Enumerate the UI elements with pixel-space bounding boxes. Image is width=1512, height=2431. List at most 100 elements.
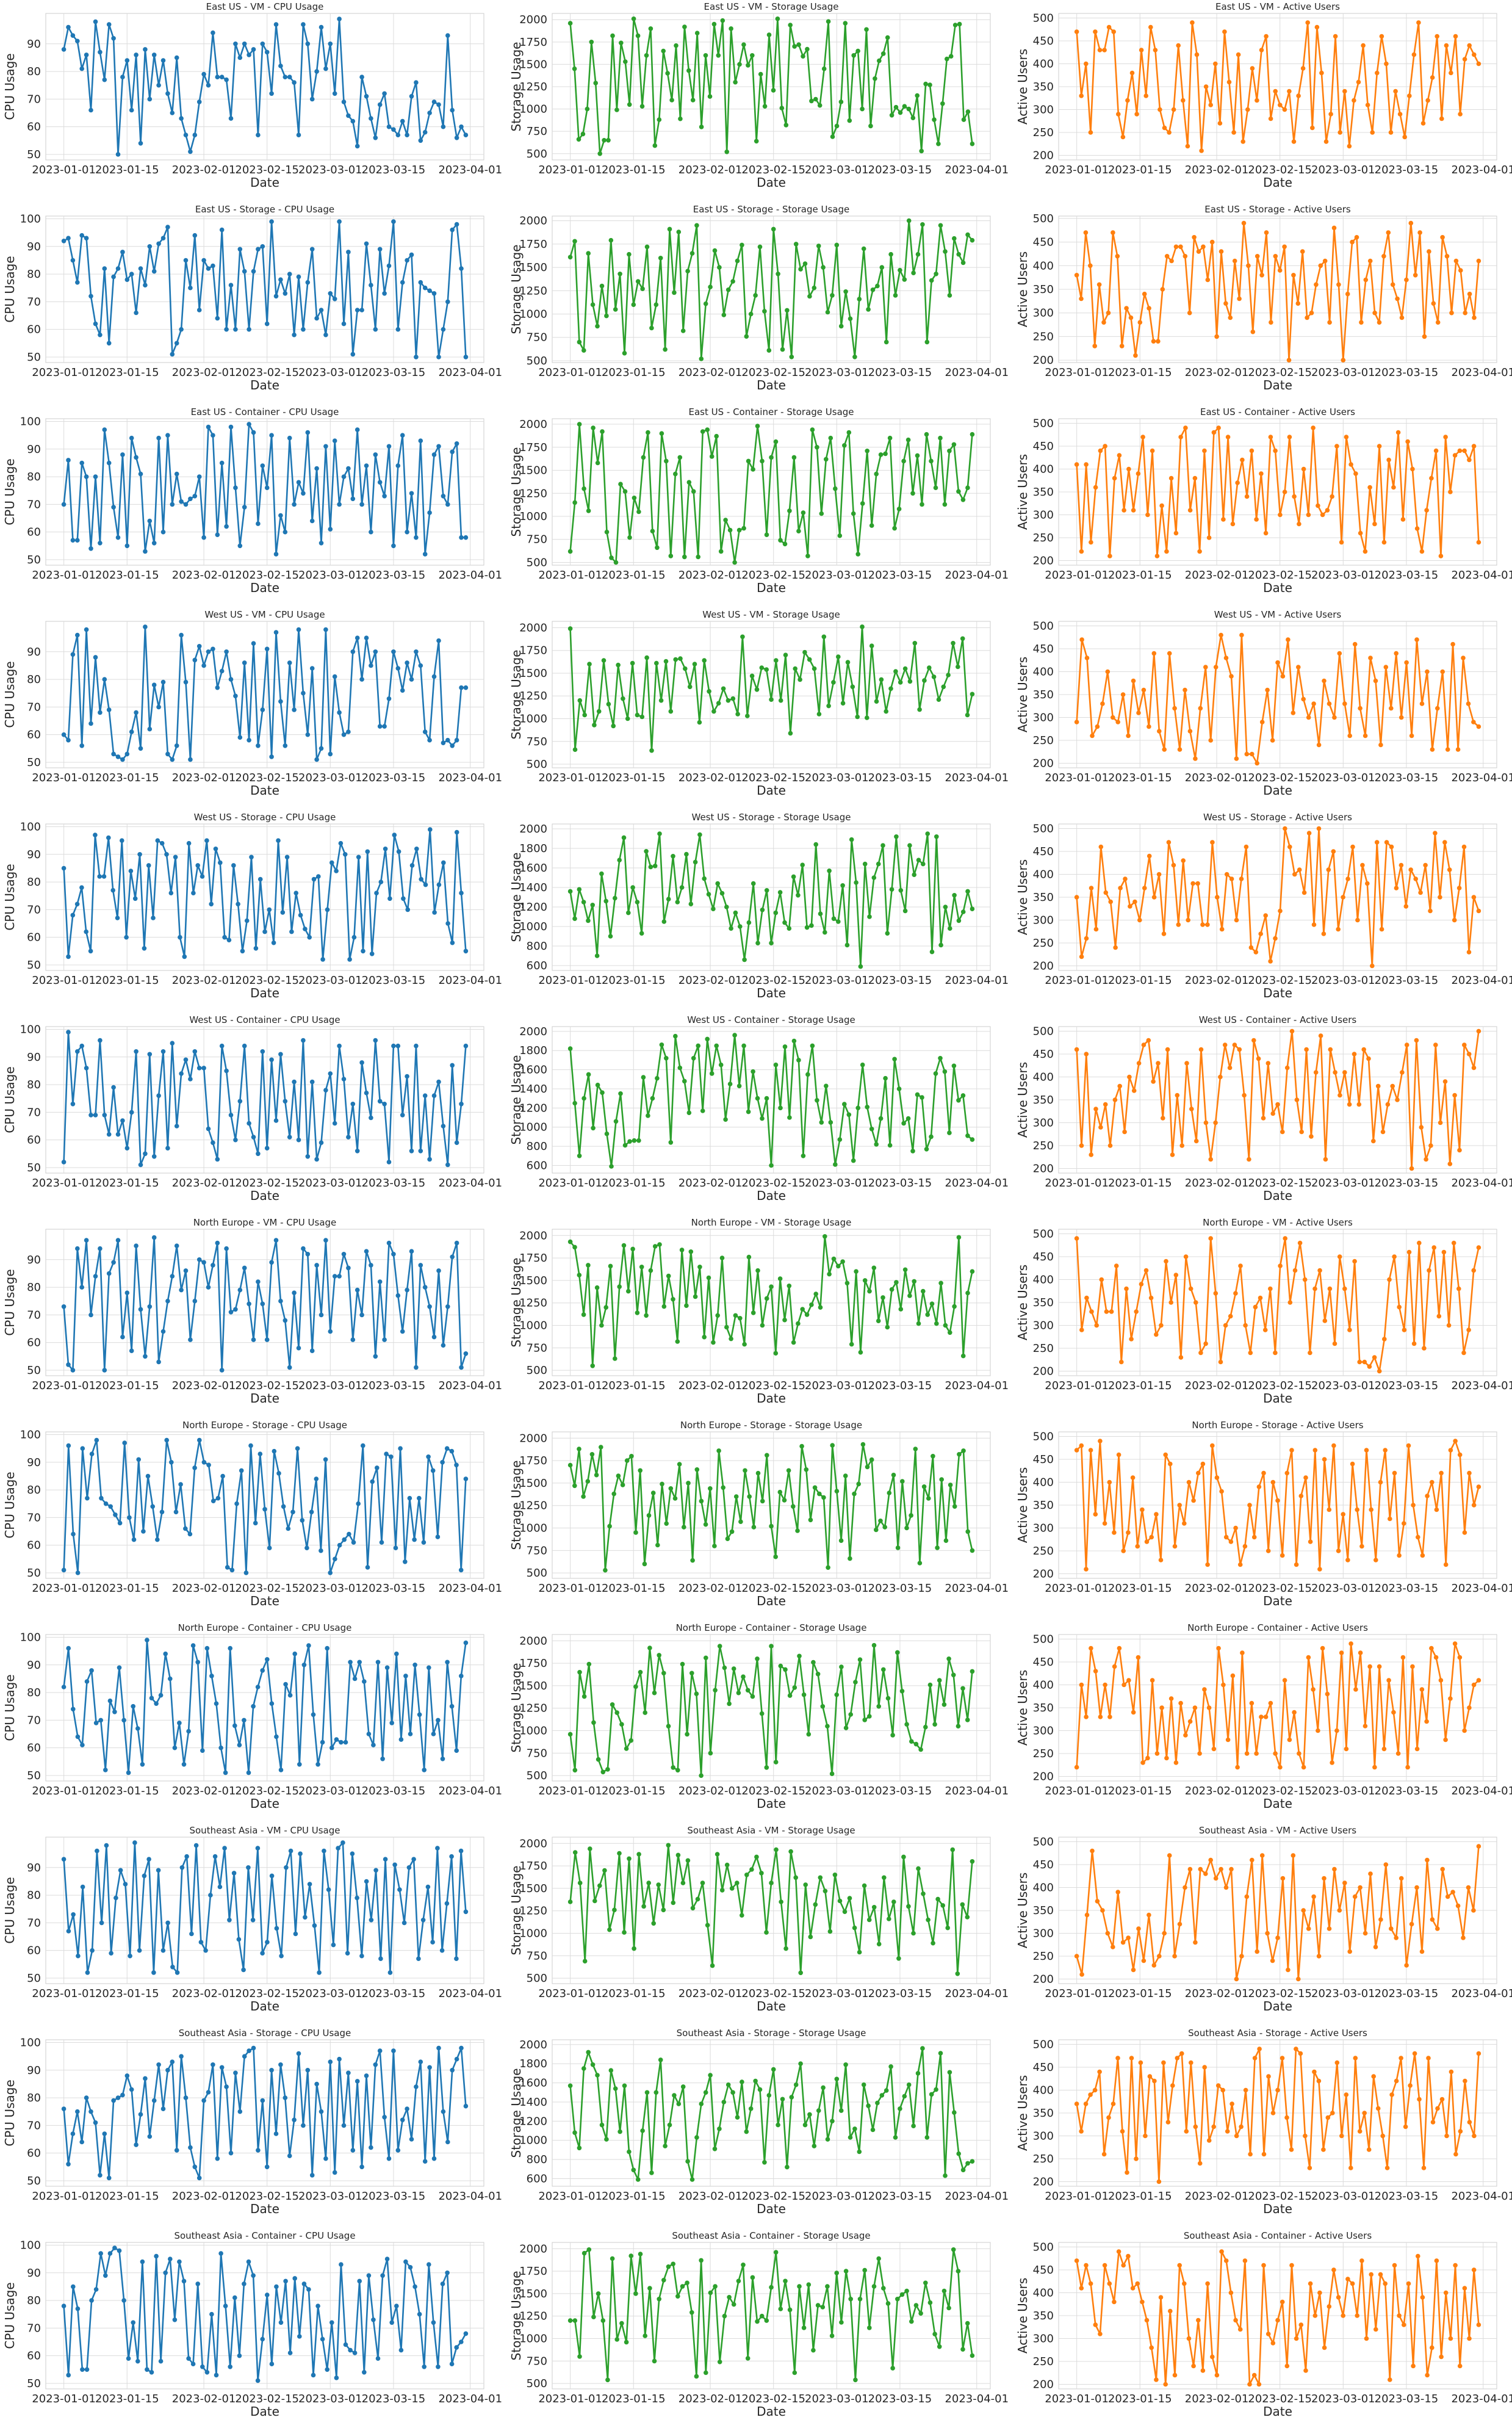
data-point: [174, 1243, 179, 1248]
x-tick-label: 2023-03-15: [868, 1177, 932, 1190]
data-point: [1424, 1719, 1429, 1724]
data-point: [249, 854, 254, 860]
data-point: [359, 2164, 364, 2170]
data-point: [826, 19, 831, 24]
y-tick-label: 400: [1033, 869, 1054, 881]
data-point: [131, 1703, 135, 1709]
data-point: [675, 1852, 681, 1858]
data-point: [88, 721, 93, 726]
x-tick-label: 2023-01-01: [1045, 1582, 1109, 1595]
data-point: [1370, 130, 1375, 135]
data-point: [1472, 315, 1477, 320]
data-point: [236, 901, 240, 907]
data-point: [1409, 1921, 1414, 1927]
data-point: [459, 685, 464, 690]
data-point: [816, 2108, 821, 2113]
data-point: [811, 2347, 816, 2353]
x-tick-label: 2023-03-01: [805, 1379, 869, 1392]
plot-area: [552, 1431, 991, 1579]
y-tick-label: 450: [1033, 845, 1054, 858]
data-point: [251, 1703, 256, 1709]
x-axis-label: Date: [1263, 378, 1292, 392]
data-point: [1198, 1047, 1204, 1052]
y-tick-label: 250: [1033, 1545, 1054, 1558]
data-point: [682, 1525, 686, 1530]
data-point: [174, 2148, 179, 2153]
data-point: [938, 942, 943, 948]
data-point: [339, 2262, 344, 2267]
data-point: [143, 2076, 148, 2081]
data-point: [1404, 660, 1409, 665]
data-point: [750, 53, 755, 58]
chart-southeast-asia-storage-storage-usage: Southeast Asia - Storage - Storage Usage…: [509, 2028, 1009, 2216]
data-point: [208, 1893, 213, 1898]
data-point: [586, 1263, 591, 1268]
data-point: [1088, 130, 1093, 135]
data-point: [1322, 678, 1327, 684]
data-point: [1388, 130, 1394, 135]
data-point: [463, 2331, 469, 2336]
data-point: [1143, 93, 1148, 98]
data-point: [567, 1732, 573, 1737]
chart-title: North Europe - VM - Active Users: [1203, 1217, 1353, 1228]
data-point: [1440, 669, 1445, 674]
data-point: [636, 509, 641, 515]
data-point: [1356, 79, 1361, 85]
data-point: [1471, 1908, 1476, 1913]
data-point: [693, 1294, 698, 1299]
data-point: [1098, 1439, 1103, 1443]
data-point: [287, 435, 292, 441]
data-point: [359, 308, 364, 312]
data-point: [648, 26, 653, 31]
data-point: [938, 223, 943, 228]
chart-title: Southeast Asia - Storage - Active Users: [1188, 2028, 1367, 2039]
data-point: [812, 1485, 818, 1490]
data-point: [925, 1312, 930, 1317]
y-tick-label: 400: [1033, 2287, 1054, 2300]
data-point: [323, 627, 328, 632]
data-point: [1303, 2133, 1308, 2139]
data-point: [436, 355, 441, 359]
data-point: [338, 840, 344, 846]
data-point: [329, 860, 334, 865]
data-point: [857, 297, 862, 302]
data-point: [883, 451, 888, 457]
data-point: [620, 1483, 625, 1487]
data-point: [1089, 1645, 1093, 1651]
data-point: [188, 285, 193, 291]
data-point: [1186, 2336, 1192, 2341]
data-point: [733, 1313, 738, 1318]
data-point: [364, 463, 369, 468]
data-point: [614, 107, 619, 112]
x-tick-label: 2023-04-01: [438, 1379, 502, 1392]
y-tick-label: 450: [1033, 643, 1054, 656]
data-point: [1294, 2336, 1299, 2341]
data-point: [1265, 1931, 1270, 1936]
data-point: [1258, 931, 1263, 936]
data-point: [1322, 1318, 1328, 1323]
data-point: [436, 1079, 441, 1085]
data-point: [591, 1720, 596, 1725]
data-point: [111, 36, 116, 41]
data-point: [567, 1899, 573, 1904]
data-point: [1455, 1903, 1461, 1909]
data-point: [925, 831, 930, 836]
chart-north-europe-container-cpu-usage: North Europe - Container - CPU Usage5060…: [2, 1622, 502, 1811]
data-point: [796, 42, 801, 47]
data-point: [352, 2350, 358, 2355]
data-point: [836, 919, 841, 924]
data-point: [315, 1762, 320, 1767]
data-point: [1089, 1152, 1093, 1157]
data-point: [960, 1093, 966, 1098]
x-tick-label: 2023-02-01: [1185, 164, 1249, 176]
data-point: [1348, 462, 1353, 467]
data-point: [668, 1140, 674, 1145]
x-axis-label: Date: [1263, 1188, 1292, 1203]
data-point: [820, 1704, 826, 1709]
data-point: [783, 1946, 788, 1951]
data-point: [341, 321, 347, 327]
data-point: [572, 747, 578, 752]
y-tick-label: 450: [1033, 1656, 1054, 1669]
data-point: [1234, 756, 1239, 761]
data-point: [414, 80, 419, 85]
